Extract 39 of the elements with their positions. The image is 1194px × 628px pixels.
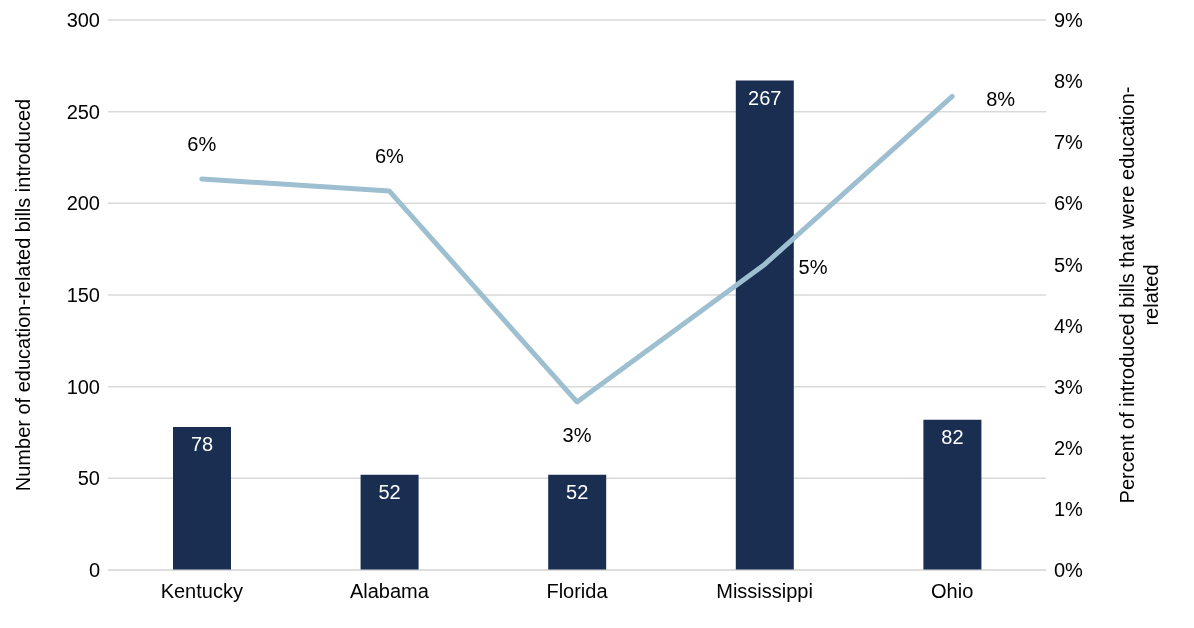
y-tick-label: 300 (66, 9, 100, 32)
data-label: 8% (986, 88, 1016, 111)
y-tick-label: 250 (66, 100, 100, 123)
y-axis-title: Number of education-related bills introduced (12, 98, 34, 492)
x-tick-label: Alabama (349, 580, 430, 603)
y2-tick-label: 8% (1054, 70, 1084, 93)
y2-tick-label: 6% (1054, 192, 1084, 215)
x-tick-label: Ohio (931, 580, 974, 603)
y2-tick-label: 9% (1054, 9, 1084, 32)
bar (360, 474, 419, 570)
y-tick-label: 100 (66, 375, 100, 398)
y-tick-label: 200 (66, 192, 100, 215)
y2-tick-label: 3% (1054, 375, 1084, 398)
y2-tick-label: 4% (1054, 314, 1084, 337)
y2-tick-label: 7% (1054, 131, 1084, 154)
y-tick-label: 0 (88, 559, 100, 582)
data-label: 6% (374, 145, 405, 168)
bar (735, 80, 794, 570)
data-label: 52 (378, 480, 401, 503)
data-label: 6% (187, 132, 217, 155)
data-label: 267 (748, 86, 782, 109)
y2-tick-label: 0% (1054, 559, 1084, 582)
y-tick-label: 150 (66, 284, 100, 307)
data-label: 78 (190, 433, 214, 456)
bar (173, 427, 231, 570)
bar (548, 474, 607, 570)
y2-tick-label: 5% (1054, 253, 1084, 276)
x-tick-label: Kentucky (160, 580, 243, 603)
y2-axis-title: Percent of introduced bills that were education-related (1116, 86, 1162, 504)
x-tick-label: Mississippi (716, 580, 813, 603)
data-label: 3% (562, 423, 592, 446)
y-tick-label: 50 (77, 467, 100, 490)
bar (923, 419, 982, 570)
data-label: 5% (798, 256, 828, 279)
data-label: 52 (566, 480, 589, 503)
y2-tick-label: 2% (1054, 436, 1084, 459)
data-label: 82 (941, 425, 964, 448)
y2-tick-label: 1% (1054, 497, 1084, 520)
x-tick-label: Florida (546, 580, 609, 603)
